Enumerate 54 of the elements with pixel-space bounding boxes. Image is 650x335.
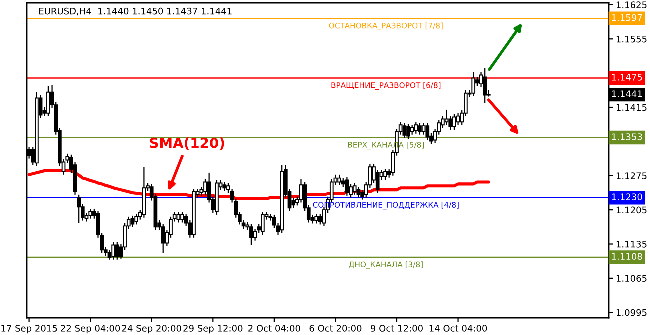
x-tick-label: 22 Sep 04:00 [61,325,120,334]
candlestick [356,186,361,198]
text: SMA(120) [150,138,224,150]
x-tick-label: 24 Sep 20:00 [122,325,182,334]
candlestick [180,211,184,224]
y-tick-label: 1.1135 [616,240,647,248]
candlestick [134,213,138,226]
x-tick-label: 14 Oct 04:00 [430,325,488,332]
candlestick [115,242,120,260]
candlestick [418,122,422,136]
candlestick [402,122,407,139]
text: 1.1597 [612,14,642,22]
y-tick-label: 1.1555 [616,36,647,43]
candlestick [338,174,342,186]
y-tick-label: 1.0995 [616,309,647,316]
x-tick-label: 2 Oct 04:00 [248,325,300,332]
x-tick-label: 9 Oct 12:00 [371,325,423,332]
chart-title: EURUSD,H4 1.1440 1.1450 1.1437 1.1441 [40,8,232,16]
candlestick [88,208,93,220]
text: 1.1353 [612,134,642,140]
y-tick-label: 1.1205 [616,206,647,214]
candlestick [414,122,418,134]
y-tick-label: 1.1275 [616,172,647,180]
y-tick-label: 1.1065 [616,275,647,282]
candlestick [352,182,357,196]
candlestick [345,176,350,196]
candlestick [77,194,82,224]
candlestick [456,112,460,126]
candlestick [426,122,430,141]
y-tick-label: 1.1415 [616,104,647,112]
candlestick [176,211,181,224]
candlestick [410,124,414,136]
candlestick [472,72,476,97]
candlestick [261,211,265,236]
candlestick [161,224,166,254]
text: 1.1108 [612,253,642,260]
candlestick [314,213,318,224]
candlestick [452,114,456,131]
candlestick [422,122,426,136]
candlestick [384,168,388,181]
candlestick [112,242,116,260]
candlestick [406,124,410,140]
y-tick-label: 1.1625 [616,2,647,9]
text: 1.1475 [612,74,642,81]
x-tick-label: 6 Oct 20:00 [310,325,362,332]
candlestick [444,109,449,126]
candlestick [483,68,488,104]
candlestick [250,224,254,246]
text: 1.1441 [612,90,642,98]
x-tick-label: 17 Sep 2015 [2,325,58,334]
x-tick-label: 29 Sep 12:00 [184,325,243,334]
text: 1.1230 [612,194,642,200]
candlestick [318,213,322,226]
candlestick [46,85,50,117]
